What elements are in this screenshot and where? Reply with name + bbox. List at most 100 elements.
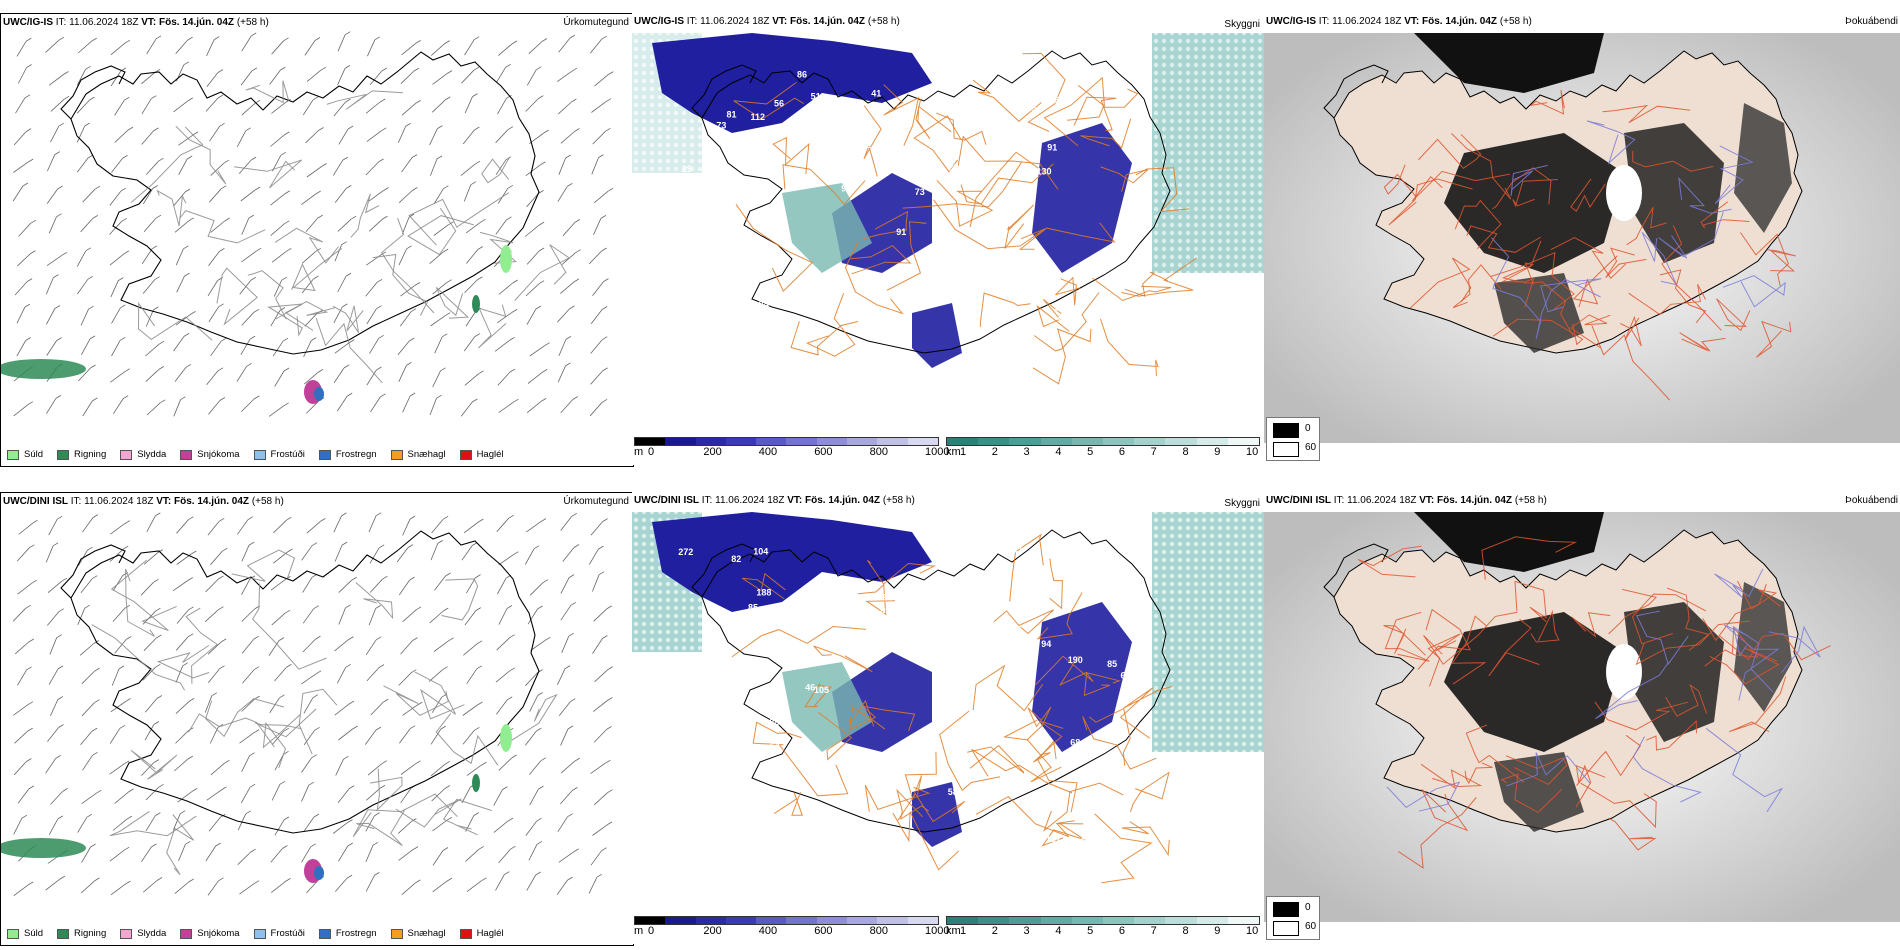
precip-legend: Súld Rigning Slydda Snjókoma Frostúði Frostre…: [7, 928, 504, 939]
ceiling-value-label: 62: [1066, 73, 1076, 83]
legend-label: Snjókoma: [197, 928, 240, 939]
ceiling-value-label: 86: [797, 70, 807, 80]
panel-header: UWC/DINI ISL IT: 11.06.2024 18Z VT: Fös.…: [1266, 495, 1547, 506]
ceiling-value-label: 130: [764, 636, 779, 646]
ceiling-value-label: 112: [751, 112, 766, 122]
ceiling-value-label: 65: [961, 684, 971, 694]
ceiling-value-label: 63: [882, 828, 892, 838]
ceiling-value-label: 99: [768, 255, 778, 265]
colorbar-ticks: m 0 200 400 600 800 1000: [634, 925, 949, 937]
colorbar-unit: km: [946, 446, 961, 458]
colorbar-step: [725, 917, 757, 924]
colorbar-strip: [946, 437, 1260, 446]
colorbar-ticks: m 0 200 400 600 800 1000: [634, 446, 949, 458]
legend-label: Snæhagl: [407, 449, 446, 460]
ceiling-value-label: 108: [1137, 78, 1152, 88]
ceiling-value-label: 68: [1116, 815, 1126, 825]
ceiling-value-label: 64: [770, 741, 780, 751]
ceiling-value-label: 73: [915, 187, 925, 197]
ceiling-value-label: 190: [1068, 655, 1083, 665]
ceiling-value-label: 91: [936, 221, 946, 231]
colorbar-step: [725, 438, 757, 445]
colorbar-step: [1196, 917, 1228, 924]
colorbar-tick: 3: [1023, 446, 1030, 458]
colorbar-unit: km: [946, 925, 961, 937]
colorbar-unit: m: [634, 925, 644, 937]
ceiling-value-label: 95: [702, 748, 712, 758]
legend-item-slydda: Slydda: [120, 449, 166, 460]
ceiling-value-label: 105: [814, 685, 829, 695]
panel-title: Úrkomutegund: [563, 496, 629, 507]
ceiling-value-label: 54: [1055, 302, 1065, 312]
ceiling-value-label: 84: [759, 300, 769, 310]
colorbar-step: [907, 917, 938, 924]
ceiling-value-label: 99: [734, 320, 744, 330]
ceiling-value-label: 97: [814, 578, 824, 588]
colorbar-step: [756, 438, 787, 445]
ceiling-value-label: 99: [786, 827, 796, 837]
legend-swatch: [180, 449, 193, 460]
ceiling-value-label: 107: [799, 609, 814, 619]
colorbar-tick: 9: [1214, 446, 1221, 458]
colorbar-tick: 400: [758, 446, 778, 458]
ceiling-value-label: 38: [1088, 801, 1098, 811]
colorbar-tick: 6: [1118, 925, 1125, 937]
ceiling-value-label: 272: [678, 547, 693, 557]
legend-item-rigning: Rigning: [57, 449, 106, 460]
ceiling-value-label: 90: [991, 52, 1001, 62]
ceiling-value-label: 85: [748, 603, 758, 613]
ceiling-value-label: 75: [717, 292, 727, 302]
ceiling-value-label: 89: [970, 533, 980, 543]
colorbar-step: [1227, 917, 1260, 924]
legend-label: Slydda: [137, 928, 167, 939]
colorbar-step: [847, 438, 878, 445]
ceiling-value-label: 77: [954, 52, 964, 62]
colorbar-step: [978, 917, 1010, 924]
colorbar-step: [1196, 438, 1228, 445]
colorbar-step: [695, 438, 726, 445]
colorbar-step: [1227, 438, 1260, 445]
ceiling-value-label: 73: [716, 121, 726, 131]
ceiling-value-label: 107: [1046, 835, 1061, 845]
panel-title: Úrkomutegund: [563, 17, 629, 28]
ceiling-value-label: 101: [668, 766, 683, 776]
legend-swatch: [57, 449, 70, 460]
legend-item-frostregn: Frostregn: [318, 928, 377, 939]
colorbar-step: [816, 917, 848, 924]
colorbar-tick: 800: [869, 446, 888, 458]
ceiling-value-label: 69: [993, 815, 1003, 825]
panel-title: Skyggni: [1224, 498, 1260, 509]
legend-item-snjókoma: Snjókoma: [180, 449, 240, 460]
ceiling-value-label: 82: [731, 554, 741, 564]
ceiling-value-label: 85: [1107, 659, 1117, 669]
colorbar-tick: 600: [814, 925, 833, 937]
ceiling-value-label: 95: [883, 592, 893, 602]
legend-swatch: [253, 928, 266, 939]
colorbar-step: [1009, 917, 1041, 924]
panel-title: Þokuábendi: [1845, 495, 1898, 506]
ceiling-value-label: 98: [728, 153, 738, 163]
legend-label: Frostúði: [270, 928, 305, 939]
legend-swatch: [180, 928, 193, 939]
colorbar-step: [1134, 917, 1166, 924]
ceiling-value-label: 89: [880, 605, 890, 615]
visibility-panel-bottom: UWC/DINI ISL IT: 11.06.2024 18Z VT: Fös.…: [632, 492, 1264, 944]
legend-item-haglél: Haglél: [459, 449, 504, 460]
ceiling-value-label: 92: [907, 590, 917, 600]
colorbar-strip: [946, 916, 1260, 925]
legend-swatch: [459, 928, 472, 939]
panel-header: UWC/DINI ISL IT: 11.06.2024 18Z VT: Fös.…: [634, 495, 915, 506]
colorbar-tick: 800: [869, 925, 888, 937]
colorbar-step: [1103, 917, 1135, 924]
ceiling-value-label: 23: [948, 163, 958, 173]
colorbar-tick: 8: [1182, 925, 1189, 937]
ceiling-value-label: 56: [1133, 774, 1143, 784]
colorbar-step: [635, 438, 666, 445]
legend-item-súld: Súld: [7, 928, 43, 939]
ceiling-value-label: 64: [1121, 671, 1131, 681]
ceiling-value-label: 53: [934, 852, 944, 862]
legend-label: Rigning: [74, 928, 107, 939]
fog-legend: 0 60: [1266, 417, 1320, 461]
colorbar-unit: m: [634, 446, 644, 458]
ceiling-value-label: 80: [876, 354, 886, 364]
